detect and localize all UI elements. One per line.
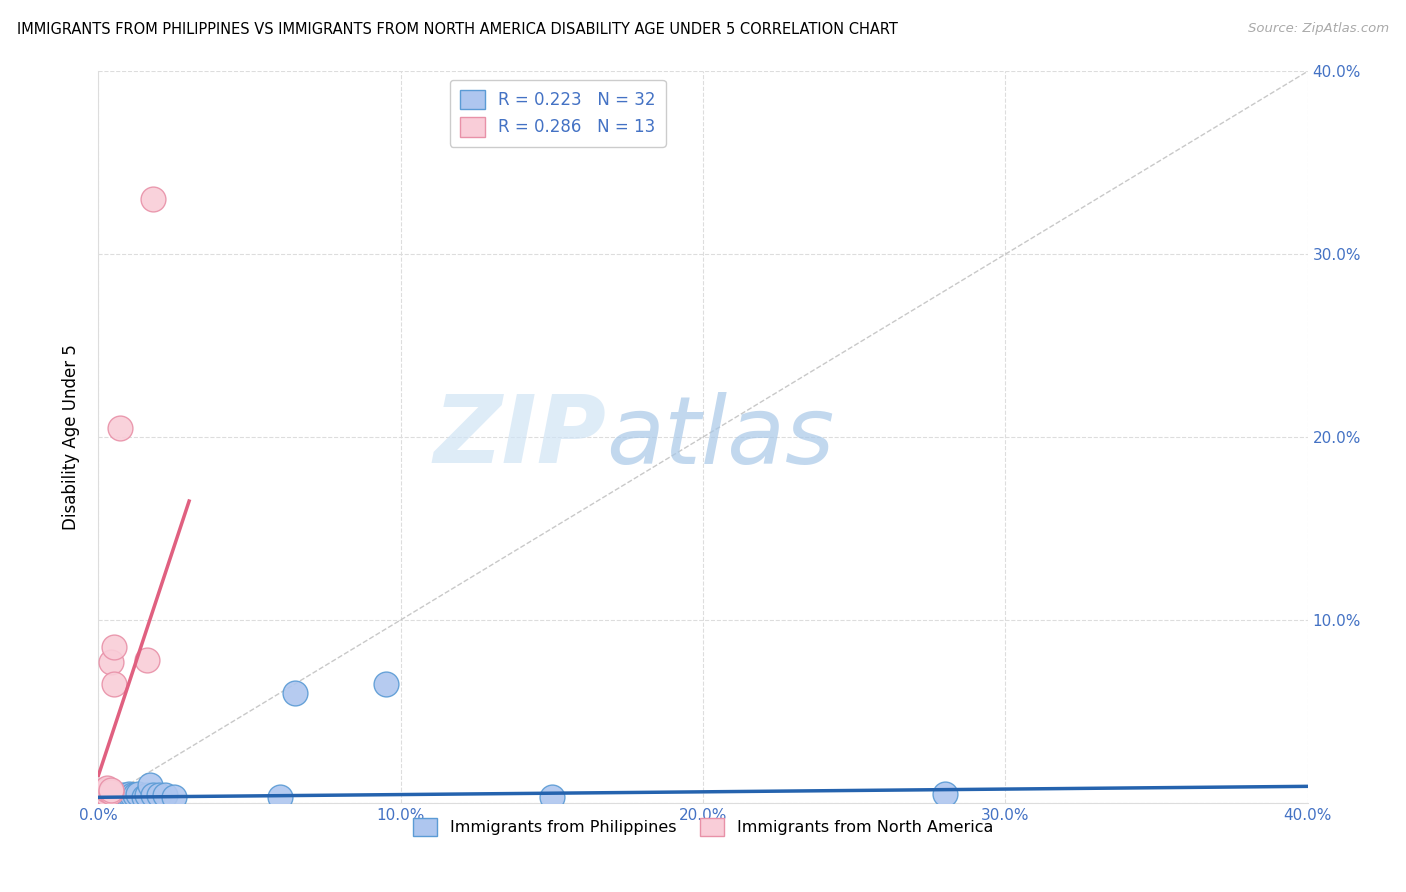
Text: Source: ZipAtlas.com: Source: ZipAtlas.com <box>1249 22 1389 36</box>
Point <box>100 783 122 797</box>
Point <box>100 655 122 669</box>
Point <box>142 192 165 206</box>
Point <box>103 790 125 805</box>
Legend: Immigrants from Philippines, Immigrants from North America: Immigrants from Philippines, Immigrants … <box>406 811 1000 842</box>
Point <box>103 640 125 655</box>
Point <box>93 783 115 797</box>
Point <box>127 787 149 801</box>
Point <box>90 790 112 805</box>
Point <box>96 792 118 806</box>
Point <box>142 789 165 803</box>
Point <box>118 790 141 805</box>
Point <box>284 686 307 700</box>
Point <box>105 789 128 803</box>
Point <box>96 787 118 801</box>
Text: IMMIGRANTS FROM PHILIPPINES VS IMMIGRANTS FROM NORTH AMERICA DISABILITY AGE UNDE: IMMIGRANTS FROM PHILIPPINES VS IMMIGRANT… <box>17 22 898 37</box>
Point <box>135 653 157 667</box>
Point <box>139 778 162 792</box>
Point <box>96 781 118 796</box>
Point <box>124 789 146 803</box>
Point <box>135 789 157 803</box>
Point <box>114 790 136 805</box>
Point <box>121 789 143 803</box>
Point <box>96 783 118 797</box>
Text: atlas: atlas <box>606 392 835 483</box>
Y-axis label: Disability Age Under 5: Disability Age Under 5 <box>62 344 80 530</box>
Point <box>269 790 291 805</box>
Point <box>100 789 122 803</box>
Point <box>108 790 131 805</box>
Point <box>934 787 956 801</box>
Point <box>100 785 122 799</box>
Point <box>111 789 134 803</box>
Point <box>103 789 125 803</box>
Point <box>96 790 118 805</box>
Point <box>96 789 118 803</box>
Point <box>108 421 131 435</box>
Point <box>118 787 141 801</box>
Point <box>93 785 115 799</box>
Point <box>93 790 115 805</box>
Point <box>93 792 115 806</box>
Point <box>153 789 176 803</box>
Point <box>90 792 112 806</box>
Point <box>163 790 186 805</box>
Point <box>148 789 170 803</box>
Point <box>540 790 562 805</box>
Point <box>100 792 122 806</box>
Point <box>132 790 155 805</box>
Point <box>103 677 125 691</box>
Text: ZIP: ZIP <box>433 391 606 483</box>
Point <box>90 790 112 805</box>
Point <box>105 790 128 805</box>
Point <box>374 677 396 691</box>
